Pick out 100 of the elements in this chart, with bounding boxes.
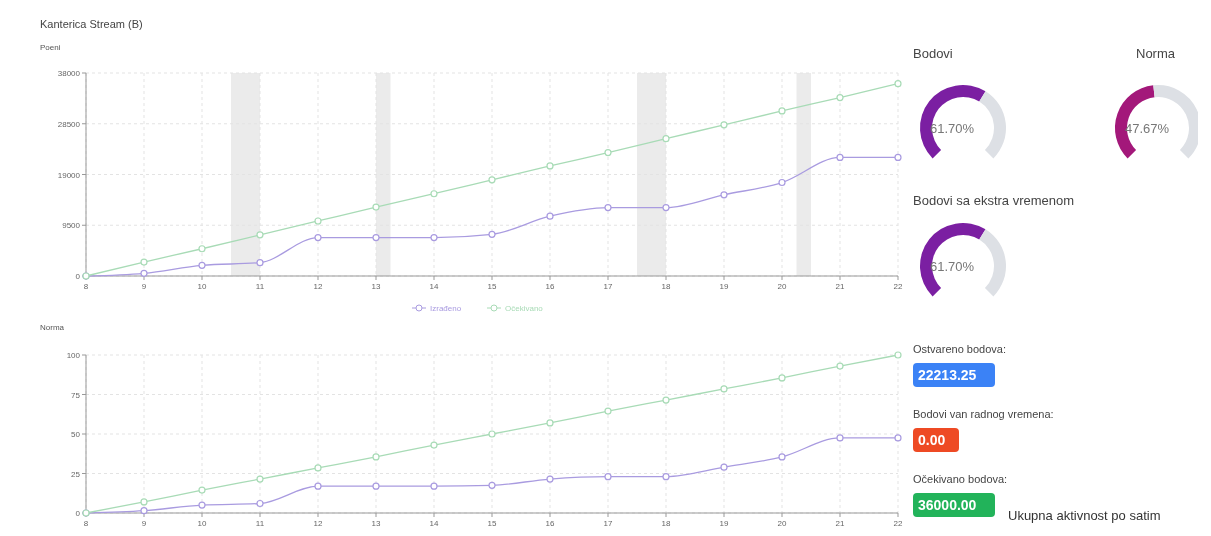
x-tick-label: 13 [371,519,381,528]
legend-label: Očekivano [505,304,544,313]
point [836,153,844,162]
text: 22213.25 [918,367,977,383]
y-tick-label: 25 [71,469,81,479]
x-tick-label: 10 [197,519,207,528]
point [314,233,322,242]
x-tick-label: 17 [603,282,613,291]
x-tick-label: 11 [255,282,265,291]
point [604,473,612,481]
x-tick-label: 21 [835,519,845,528]
point [604,407,612,415]
y-tick-label: 28500 [57,119,81,129]
point [662,204,670,212]
x-tick-label: 16 [545,519,555,528]
text: Ukupna aktivnost po satim [1008,508,1161,523]
point [662,473,670,481]
x-tick-label: 12 [313,282,323,291]
point [140,269,148,277]
y-axis-title: Norma [40,323,65,332]
text: 36000.00 [918,497,977,513]
point [198,261,206,269]
y-axis-title: Poeni [40,43,61,52]
point [662,135,670,143]
x-tick-label: 14 [429,519,439,528]
point [372,233,380,242]
x-tick-label: 17 [603,519,613,528]
point [836,362,844,370]
x-tick-label: 18 [661,282,671,291]
point [198,486,206,494]
x-tick-label: 8 [83,282,89,291]
x-tick-label: 21 [835,282,845,291]
point [604,204,612,212]
text: Ostvareno bodova: [913,343,1006,355]
point [198,245,206,253]
point [488,481,496,489]
x-tick-label: 12 [313,519,323,528]
point [778,107,786,115]
point [546,419,554,427]
point [140,498,148,506]
y-tick-label: 0 [75,272,81,281]
chart-title: Bodovi sa ekstra vremenom [913,193,1075,208]
point [546,475,554,483]
point [488,430,496,438]
y-tick-label: 100 [66,351,81,360]
point [778,374,786,382]
x-tick-label: 19 [719,519,729,528]
x-tick-label: 20 [777,519,787,528]
point [256,231,264,239]
point [256,259,264,267]
text: Bodovi van radnog vremena: [913,408,1054,420]
x-tick-label: 16 [545,282,555,291]
point [314,217,322,225]
y-tick-label: 19000 [57,170,81,180]
x-tick-label: 8 [83,519,89,528]
point [720,191,728,199]
point [140,258,148,266]
point [256,475,264,483]
x-tick-label: 15 [487,519,497,528]
chart-title: Norma [1136,46,1176,61]
x-tick-label: 10 [197,282,207,291]
legend-label: Izrađeno [430,304,462,313]
x-tick-label: 22 [893,519,903,528]
point [778,453,786,461]
point [546,162,554,170]
point [894,153,902,162]
y-tick-label: 75 [71,390,81,400]
x-tick-label: 18 [661,519,671,528]
point [198,501,206,509]
y-tick-label: 0 [75,509,81,518]
point [604,149,612,157]
point [488,230,496,238]
point [256,499,264,508]
point [140,507,148,515]
point [546,212,554,220]
point [372,482,380,490]
x-tick-label: 22 [893,282,903,291]
point [894,434,902,442]
x-tick-label: 11 [255,519,265,528]
point [720,121,728,129]
x-tick-label: 13 [371,282,381,291]
point [314,464,322,472]
point [720,463,728,471]
y-tick-label: 50 [71,430,81,439]
y-tick-label: 9500 [62,221,81,231]
point [430,482,438,490]
point [836,93,844,102]
x-tick-label: 14 [429,282,439,291]
point [836,434,844,442]
y-tick-label: 38000 [57,69,81,78]
text: Očekivano bodova: [913,473,1008,485]
point [372,453,380,461]
point [430,441,438,449]
x-tick-label: 20 [777,282,787,291]
point [720,385,728,393]
chart-title: Bodovi [913,46,953,61]
text: 0.00 [918,432,946,448]
point [488,176,496,184]
point [894,351,902,359]
x-tick-label: 15 [487,282,497,291]
